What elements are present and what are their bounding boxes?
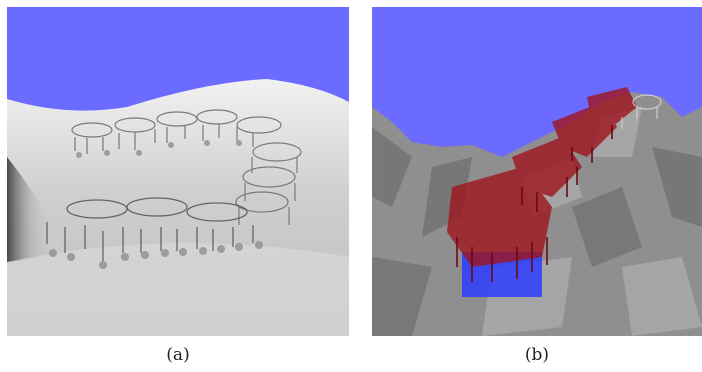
robot-trail-red [447, 87, 637, 267]
smooth-terrain-scene [7, 7, 349, 336]
panel-a-simulation-image [7, 7, 349, 336]
robot-trail-bottom [46, 197, 254, 261]
rough-terrain-scene [372, 7, 702, 336]
foreground-slope [7, 243, 349, 336]
robot-feet [49, 140, 263, 269]
robot-trail-curve [235, 142, 302, 225]
caption-a: (a) [166, 345, 190, 365]
robot-trail-top [71, 109, 282, 154]
hill-shadow [7, 157, 67, 262]
caption-b: (b) [524, 345, 550, 365]
panel-b-simulation-image [372, 7, 702, 336]
robot-legs [456, 125, 613, 282]
robot-trail-faint [621, 94, 662, 129]
